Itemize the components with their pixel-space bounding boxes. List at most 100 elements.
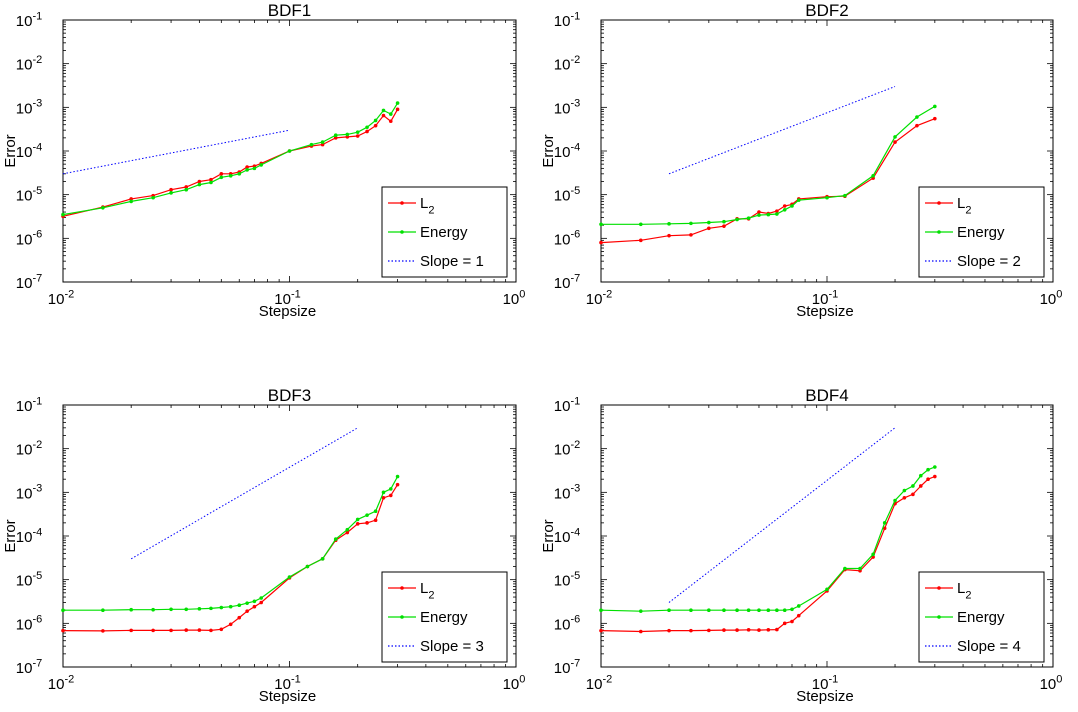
data-point — [766, 628, 771, 632]
data-point — [209, 177, 213, 182]
data-point — [735, 608, 739, 612]
data-point — [151, 628, 155, 633]
data-point — [902, 495, 907, 500]
data-point — [775, 608, 779, 612]
legend: L2 Energy Slope = 3 — [381, 571, 508, 663]
data-point — [825, 195, 829, 200]
data-point — [228, 174, 233, 178]
legend: L2 Energy Slope = 4 — [918, 571, 1045, 663]
data-point — [735, 628, 739, 632]
legend-label: Slope = 1 — [420, 253, 484, 270]
y-axis-label: Error — [540, 519, 557, 552]
y-tick-label: 10-7 — [16, 272, 42, 292]
data-point — [918, 484, 923, 488]
data-point — [320, 142, 325, 147]
y-tick-label: 10-7 — [16, 657, 42, 677]
y-tick-label: 10-2 — [16, 439, 42, 459]
data-point — [757, 210, 761, 214]
data-point — [355, 134, 360, 138]
legend-marker — [937, 230, 941, 234]
data-point — [381, 108, 386, 113]
data-point — [766, 212, 771, 217]
data-point — [915, 123, 919, 128]
data-point — [882, 521, 887, 525]
data-point — [790, 619, 794, 624]
x-tick-label: 10-1 — [274, 673, 300, 693]
data-point — [245, 601, 249, 605]
legend-label: Energy — [420, 609, 468, 626]
y-tick-label: 10-5 — [554, 570, 580, 590]
data-point — [345, 135, 350, 139]
data-point — [395, 107, 400, 112]
legend: L2 Energy Slope = 1 — [381, 186, 508, 278]
data-point — [101, 206, 105, 210]
data-point — [902, 488, 907, 493]
data-point — [746, 216, 751, 220]
data-point — [333, 136, 338, 140]
data-point — [197, 628, 202, 632]
data-point — [707, 608, 711, 612]
legend-label: Energy — [957, 224, 1005, 241]
data-point — [757, 608, 761, 612]
chart-panel-4: 10-2 10-1 100 10-7 10-6 10-5 10-4 10-3 10-2 10-1 B… — [540, 386, 1062, 705]
legend-label: Slope = 3 — [420, 638, 484, 655]
data-point — [381, 113, 386, 118]
legend-label: L2 — [957, 195, 971, 216]
data-point — [933, 474, 937, 479]
data-point — [228, 604, 233, 609]
data-point — [926, 467, 930, 472]
data-point — [259, 163, 264, 167]
data-point — [882, 526, 887, 531]
data-point — [151, 607, 155, 612]
chart-title: BDF1 — [268, 1, 311, 20]
data-point — [388, 487, 393, 491]
data-point — [381, 495, 386, 500]
data-point — [373, 123, 378, 128]
legend-marker — [400, 201, 404, 205]
data-point — [129, 607, 133, 612]
y-tick-label: 10-3 — [554, 483, 580, 503]
data-point — [926, 477, 930, 481]
data-point — [722, 608, 726, 612]
data-point — [599, 608, 603, 612]
data-point — [707, 220, 711, 225]
data-point — [689, 233, 693, 237]
data-point — [305, 564, 310, 569]
data-point — [61, 628, 65, 633]
data-point — [320, 140, 325, 144]
legend-marker — [937, 201, 941, 205]
data-point — [252, 599, 257, 604]
data-point — [689, 628, 693, 633]
data-point — [345, 132, 350, 137]
data-point — [252, 604, 257, 609]
x-tick-label: 100 — [503, 673, 526, 693]
data-point — [169, 187, 173, 192]
x-axis-label: Stepsize — [259, 688, 317, 705]
y-tick-label: 10-1 — [16, 395, 42, 415]
legend-label: L2 — [957, 580, 971, 601]
y-axis-label: Error — [540, 134, 557, 167]
data-point — [381, 490, 386, 495]
data-point — [825, 587, 829, 592]
data-point — [245, 165, 249, 169]
data-point — [775, 209, 779, 213]
data-point — [707, 226, 711, 231]
y-tick-label: 10-7 — [554, 272, 580, 292]
series-2 — [61, 101, 400, 217]
data-point — [237, 172, 242, 176]
data-point — [355, 522, 360, 526]
data-point — [209, 606, 213, 611]
chart-panel-3: 10-2 10-1 100 10-7 10-6 10-5 10-4 10-3 10-2 10-1 B… — [2, 386, 525, 705]
series-line — [601, 105, 936, 225]
data-point — [373, 509, 378, 513]
y-tick-label: 10-6 — [554, 229, 580, 249]
data-point — [911, 492, 915, 497]
data-point — [219, 175, 224, 180]
x-tick-label: 100 — [1040, 673, 1063, 693]
data-point — [395, 474, 400, 479]
data-point — [373, 518, 378, 523]
data-point — [871, 552, 875, 557]
data-point — [388, 119, 393, 124]
y-tick-label: 10-4 — [16, 526, 42, 546]
data-point — [101, 608, 105, 612]
